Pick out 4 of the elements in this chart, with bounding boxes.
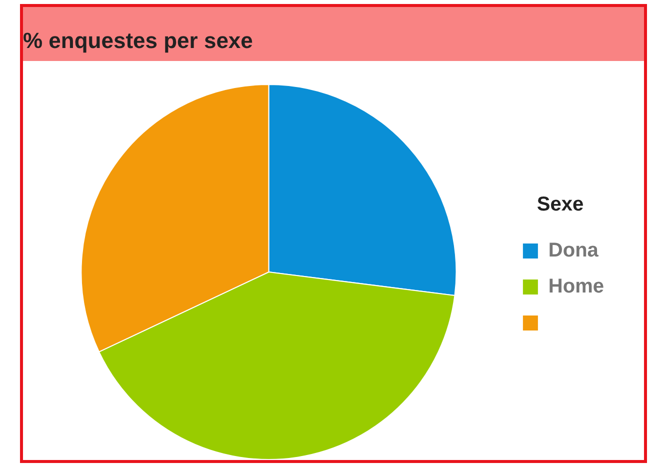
chart-title: % enquestes per sexe xyxy=(23,7,644,61)
legend-label: Home xyxy=(548,276,604,298)
legend-title: Sexe xyxy=(536,194,584,216)
legend-label: Dona xyxy=(548,240,600,262)
